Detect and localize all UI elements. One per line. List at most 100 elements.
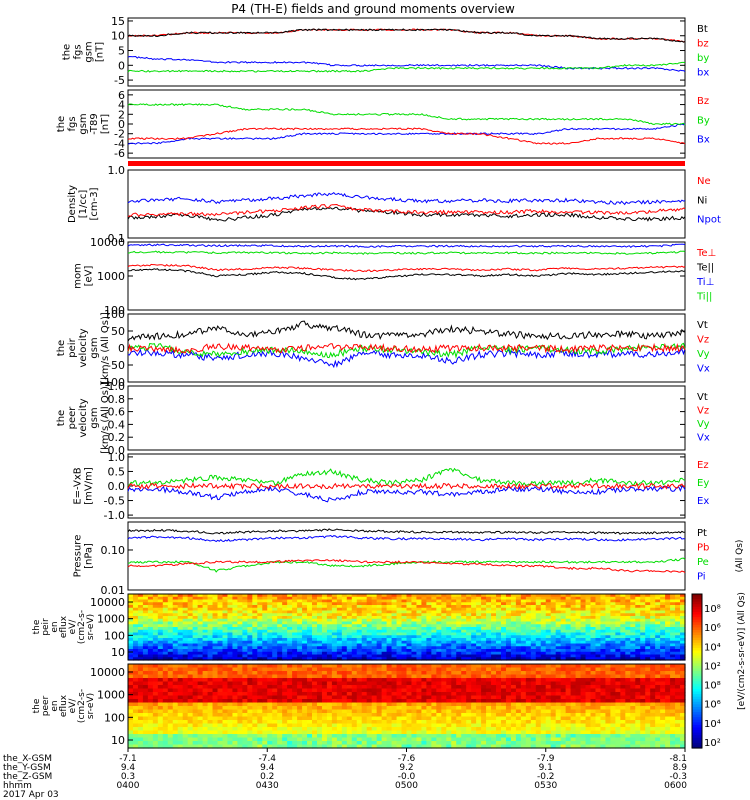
spectrogram-cell [356, 720, 363, 725]
spectrogram-cell [227, 624, 234, 628]
spectrogram-cell [446, 667, 452, 672]
spectrogram-cell [162, 678, 169, 683]
spectrogram-cell [550, 605, 557, 609]
flag-bar [128, 161, 685, 166]
spectrogram-cell [142, 709, 149, 714]
spectrogram-cell [187, 744, 194, 749]
spectrogram-cell [232, 727, 239, 732]
spectrogram-cell [386, 664, 393, 669]
spectrogram-cell [436, 618, 442, 623]
spectrogram-cell [481, 627, 487, 631]
spectrogram-cell [262, 723, 268, 728]
spectrogram-cell [560, 607, 567, 612]
spectrogram-cell [227, 594, 234, 598]
spectrogram-cell [212, 741, 219, 746]
spectrogram-cell [257, 599, 263, 603]
spectrogram-cell [272, 657, 278, 661]
spectrogram-cell [172, 618, 179, 623]
spectrogram-cell [500, 713, 507, 718]
spectrogram-cell [550, 627, 557, 631]
spectrogram-cell [312, 667, 318, 672]
spectrogram-cell [391, 599, 398, 603]
spectrogram-cell [545, 610, 552, 614]
spectrogram-cell [316, 681, 323, 686]
spectrogram-cell [341, 688, 348, 693]
spectrogram-cell [371, 702, 378, 707]
spectrogram-cell [247, 627, 253, 631]
spectrogram-cell [257, 716, 263, 721]
spectrogram-cell [371, 744, 378, 749]
spectrogram-cell [520, 671, 527, 676]
spectrogram-cell [396, 674, 403, 679]
spectrogram-cell [436, 664, 442, 669]
spectrogram-cell [341, 640, 348, 645]
spectrogram-cell [456, 640, 462, 645]
spectrogram-cell [471, 706, 477, 711]
spectrogram-cell [391, 627, 398, 631]
spectrogram-cell [540, 657, 547, 661]
spectrogram-cell [351, 720, 358, 725]
spectrogram-cell [361, 702, 368, 707]
spectrogram-cell [421, 685, 427, 690]
spectrogram-cell [386, 638, 393, 642]
spectrogram-cell [441, 681, 447, 686]
spectrogram-cell [500, 599, 507, 603]
spectrogram-cell [595, 599, 602, 603]
spectrogram-cell [381, 695, 388, 700]
spectrogram-cell [292, 699, 298, 704]
spectrogram-cell [366, 713, 373, 718]
spectrogram-cell [580, 616, 587, 620]
spectrogram-cell [451, 651, 457, 656]
spectrogram-cell [177, 720, 184, 725]
spectrogram-cell [456, 596, 462, 601]
spectrogram-cell [441, 702, 447, 707]
spectrogram-cell [476, 734, 482, 739]
spectrogram-cell [500, 613, 507, 617]
spectrogram-cell [535, 688, 542, 693]
spectrogram-cell [625, 651, 631, 656]
spectrogram-cell [217, 654, 224, 658]
spectrogram-cell [192, 629, 199, 634]
spectrogram-cell [172, 643, 179, 647]
spectrogram-cell [267, 629, 273, 634]
spectrogram-cell [371, 727, 378, 732]
spectrogram-cell [580, 607, 587, 612]
spectrogram-cell [252, 616, 258, 620]
spectrogram-cell [590, 621, 597, 625]
spectrogram-cell [237, 654, 243, 658]
spectrogram-cell [466, 638, 472, 642]
spectrogram-cell [242, 627, 248, 631]
spectrogram-cell [316, 695, 323, 700]
spectrogram-cell [426, 678, 432, 683]
spectrogram-cell [525, 594, 532, 598]
spectrogram-cell [177, 594, 184, 598]
spectrogram-cell [680, 596, 686, 601]
spectrogram-cell [630, 624, 636, 628]
spectrogram-cell [172, 646, 179, 650]
spectrogram-cell [436, 640, 442, 645]
spectrogram-cell [336, 737, 343, 742]
spectrogram-cell [132, 643, 139, 647]
spectrogram-cell [555, 624, 562, 628]
spectrogram-cell [481, 734, 487, 739]
spectrogram-cell [431, 681, 437, 686]
spectrogram-cell [312, 685, 318, 690]
spectrogram-cell [371, 678, 378, 683]
spectrogram-cell [535, 643, 542, 647]
spectrogram-cell [242, 635, 248, 639]
spectrogram-cell [142, 685, 149, 690]
spectrogram-cell [575, 613, 582, 617]
spectrogram-cell [187, 651, 194, 656]
spectrogram-cell [162, 594, 169, 598]
spectrogram-cell [555, 640, 562, 645]
spectrogram-cell [391, 649, 398, 653]
spectrogram-cell [481, 702, 487, 707]
spectrogram-cell [287, 616, 293, 620]
spectrogram-cell [287, 692, 293, 697]
spectrogram-cell [137, 596, 144, 601]
spectrogram-cell [466, 744, 472, 749]
spectrogram-cell [326, 651, 333, 656]
spectrogram-cell [505, 678, 512, 683]
spectrogram-cell [421, 657, 427, 661]
spectrogram-cell [341, 654, 348, 658]
